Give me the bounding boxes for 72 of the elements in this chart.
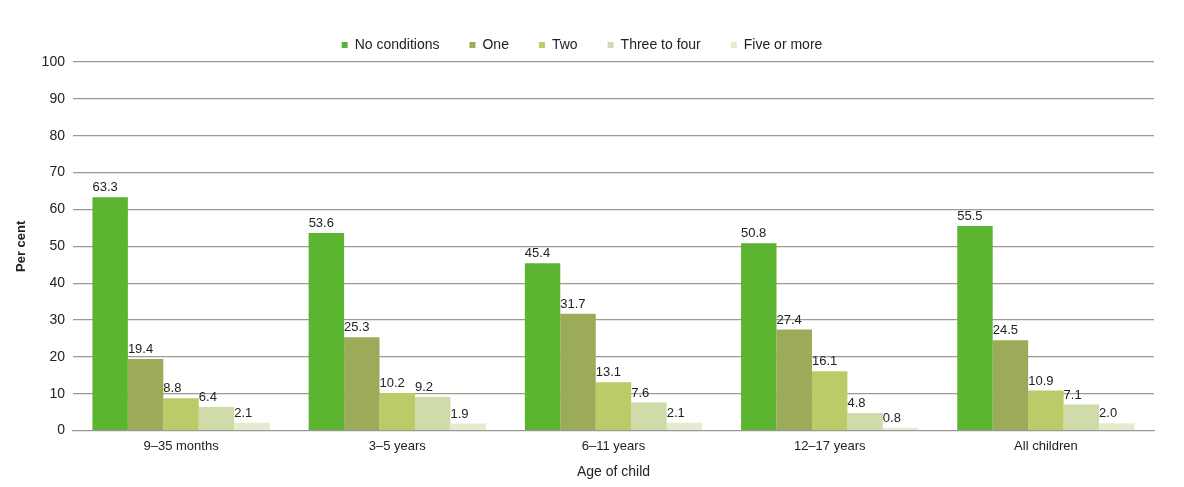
- x-tick-label: 6–11 years: [581, 437, 646, 453]
- y-tick-label: 90: [49, 89, 66, 106]
- x-axis-title: Age of child: [576, 463, 651, 480]
- y-tick-label: 70: [49, 163, 66, 180]
- text: 50.8: [741, 225, 767, 241]
- bar: [1028, 390, 1064, 430]
- text: 10.9: [1028, 372, 1054, 388]
- y-axis-title: Per cent: [13, 219, 29, 272]
- text: 0.8: [882, 409, 901, 425]
- bar: [1063, 404, 1100, 430]
- y-tick-label: 50: [49, 237, 66, 254]
- bar: [741, 243, 777, 430]
- x-tick-label: All children: [1014, 437, 1078, 453]
- text: 19.4: [127, 341, 154, 357]
- text: 45.4: [524, 245, 551, 261]
- text: 8.8: [163, 380, 182, 396]
- text: 2.0: [1099, 405, 1118, 421]
- y-tick-label: 40: [49, 274, 66, 291]
- bar: [595, 382, 632, 430]
- text: 55.5: [957, 208, 983, 224]
- text: 1.9: [450, 405, 469, 421]
- bar: [450, 423, 486, 430]
- bar: [811, 371, 848, 430]
- y-tick-label: 10: [49, 384, 66, 401]
- text: 25.3: [344, 319, 370, 335]
- y-tick-label: 30: [49, 310, 66, 327]
- text: 4.8: [847, 394, 866, 410]
- legend-label: No conditions: [354, 35, 440, 52]
- y-tick-label: 60: [49, 200, 66, 217]
- text: 10.2: [379, 375, 405, 391]
- text: 16.1: [811, 353, 838, 369]
- bar: [560, 313, 596, 430]
- bar: [631, 402, 667, 430]
- bar: [847, 412, 883, 430]
- bar: [1099, 423, 1135, 430]
- x-tick-label: 9–35 months: [143, 437, 220, 453]
- bar: [127, 359, 164, 430]
- x-tick-label: 12–17 years: [793, 437, 866, 453]
- y-tick-label: 80: [49, 126, 66, 143]
- legend-label: One: [482, 35, 510, 52]
- text: 13.1: [595, 364, 622, 380]
- bar: [415, 396, 451, 430]
- text: 2.1: [666, 404, 685, 420]
- bar: [234, 422, 270, 430]
- text: 27.4: [776, 311, 802, 327]
- x-tick-label: 3–5 years: [368, 437, 427, 453]
- y-tick-label: 20: [49, 347, 66, 364]
- text: 6.4: [198, 389, 217, 405]
- bar: [92, 197, 128, 430]
- bar: [344, 337, 380, 430]
- text: 63.3: [92, 179, 118, 195]
- y-tick-label: 0: [57, 421, 66, 438]
- bar: [379, 393, 415, 430]
- text: 7.6: [631, 384, 650, 400]
- bar: [957, 226, 993, 430]
- text: 2.1: [234, 404, 253, 420]
- legend-label: Two: [551, 35, 578, 52]
- text: 31.7: [560, 295, 586, 311]
- text: 7.1: [1063, 386, 1082, 402]
- bar: [776, 329, 812, 430]
- text: 24.5: [992, 322, 1019, 338]
- bar: [524, 263, 561, 430]
- bar: [666, 422, 703, 430]
- legend-label: Five or more: [743, 35, 823, 52]
- text: 9.2: [415, 378, 434, 394]
- bar: [992, 340, 1029, 430]
- y-tick-label: 100: [41, 52, 66, 69]
- bar: [198, 407, 235, 430]
- legend-label: Three to four: [620, 35, 702, 52]
- text: 53.6: [308, 215, 334, 231]
- bar: [163, 398, 199, 430]
- bar: [308, 233, 345, 430]
